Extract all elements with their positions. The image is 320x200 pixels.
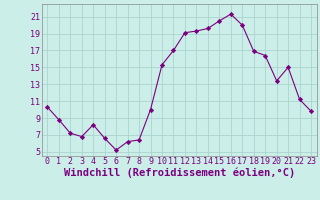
X-axis label: Windchill (Refroidissement éolien,°C): Windchill (Refroidissement éolien,°C) <box>64 168 295 178</box>
